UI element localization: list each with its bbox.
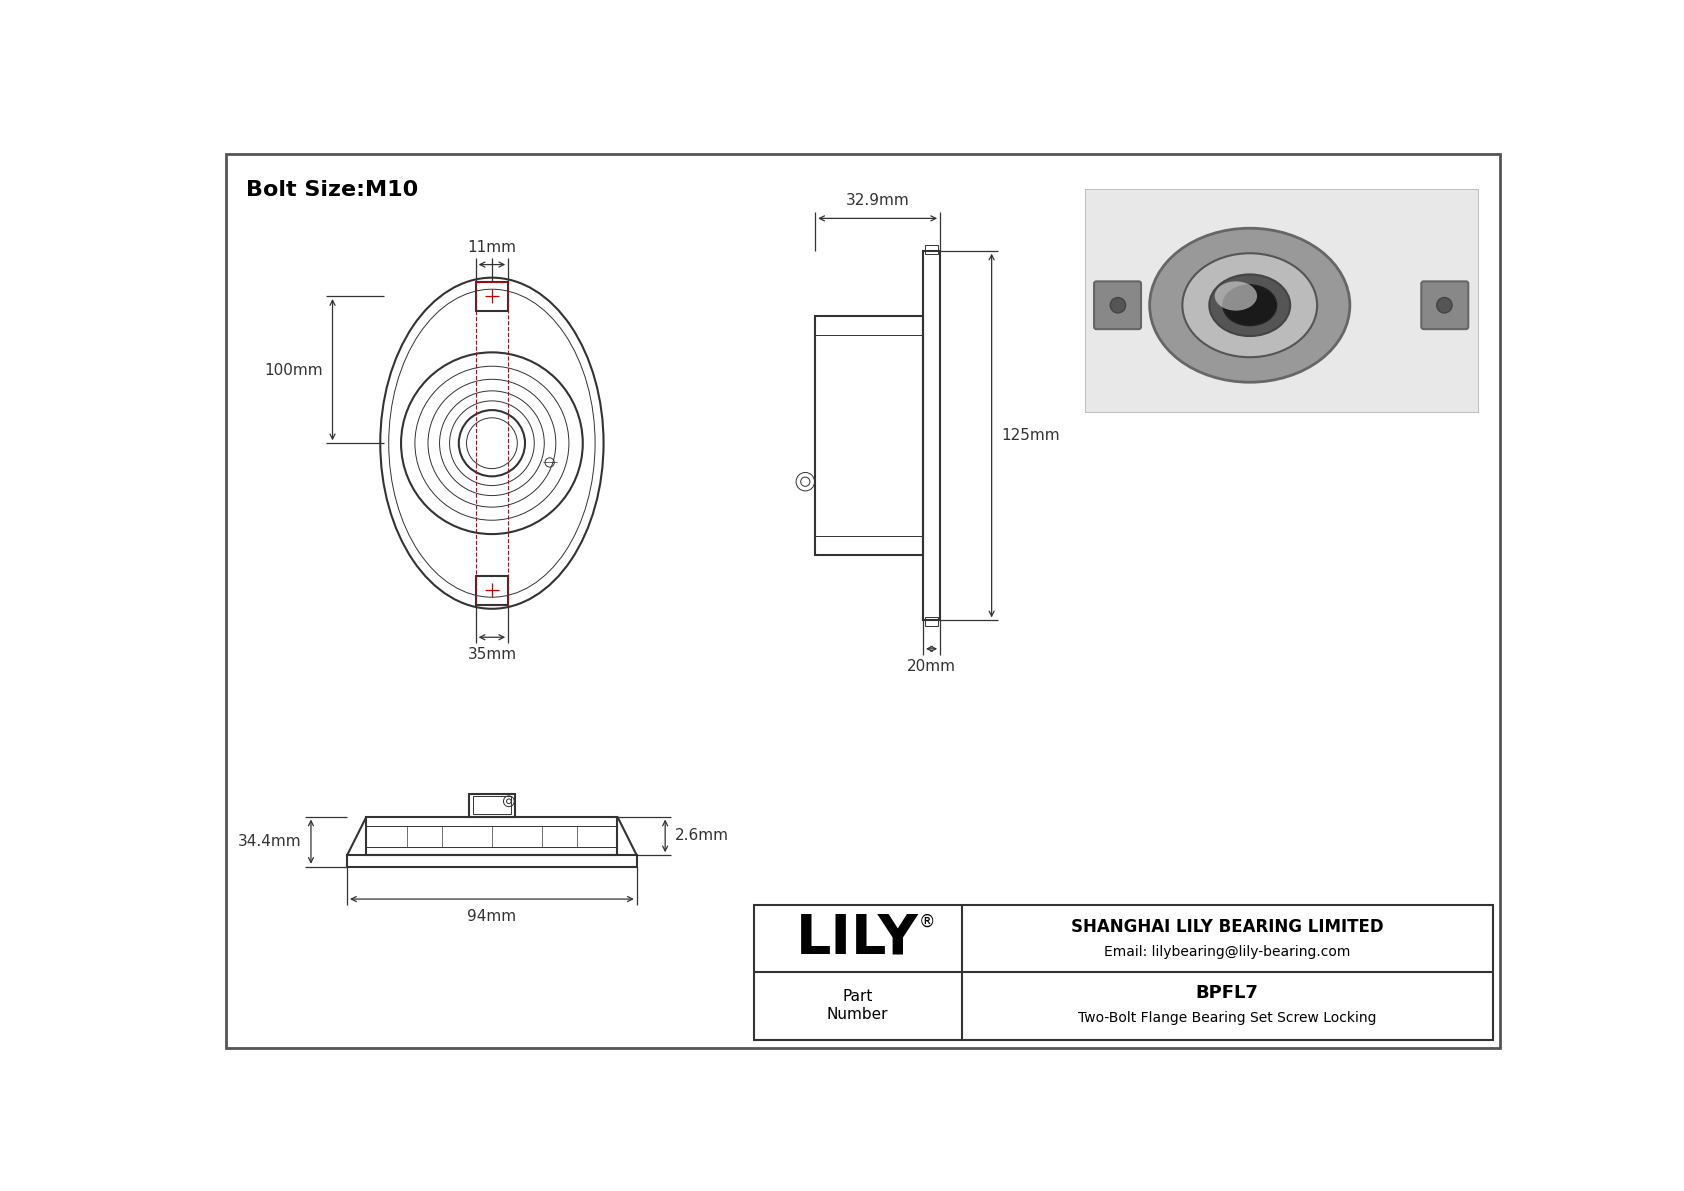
Text: Two-Bolt Flange Bearing Set Screw Locking: Two-Bolt Flange Bearing Set Screw Lockin… [1078, 1011, 1376, 1024]
Text: 34.4mm: 34.4mm [237, 834, 301, 849]
Bar [477, 575, 509, 605]
FancyBboxPatch shape [1095, 281, 1142, 329]
Text: 94mm: 94mm [468, 909, 517, 924]
Bar [926, 617, 938, 626]
Bar [367, 817, 618, 855]
Text: 100mm: 100mm [264, 362, 323, 378]
Ellipse shape [1182, 254, 1317, 357]
Bar [1084, 189, 1477, 412]
Circle shape [1436, 298, 1452, 313]
Bar [468, 793, 515, 817]
Bar [477, 281, 509, 311]
Text: SHANGHAI LILY BEARING LIMITED: SHANGHAI LILY BEARING LIMITED [1071, 918, 1384, 936]
Ellipse shape [1223, 285, 1276, 325]
Text: 11mm: 11mm [468, 241, 517, 255]
Bar [815, 316, 923, 555]
Ellipse shape [1150, 229, 1351, 382]
Text: LILY: LILY [797, 911, 919, 966]
Bar [754, 905, 1494, 1040]
Text: BPFL7: BPFL7 [1196, 984, 1258, 1002]
Text: Email: lilybearing@lily-bearing.com: Email: lilybearing@lily-bearing.com [1105, 946, 1351, 959]
Text: 32.9mm: 32.9mm [845, 193, 909, 208]
Bar [473, 796, 512, 815]
Bar [347, 855, 637, 867]
Ellipse shape [1214, 281, 1256, 311]
Ellipse shape [1209, 274, 1290, 336]
Bar [926, 244, 938, 254]
Text: 2.6mm: 2.6mm [675, 829, 729, 843]
Bar [477, 281, 509, 605]
FancyBboxPatch shape [1421, 281, 1468, 329]
Circle shape [1110, 298, 1125, 313]
Text: 20mm: 20mm [908, 659, 957, 674]
Text: Part
Number: Part Number [827, 989, 889, 1022]
Text: Bolt Size:M10: Bolt Size:M10 [246, 180, 418, 200]
Text: 125mm: 125mm [1002, 428, 1061, 443]
Bar [923, 251, 940, 621]
Text: ®: ® [919, 912, 935, 930]
Text: 35mm: 35mm [468, 647, 517, 662]
